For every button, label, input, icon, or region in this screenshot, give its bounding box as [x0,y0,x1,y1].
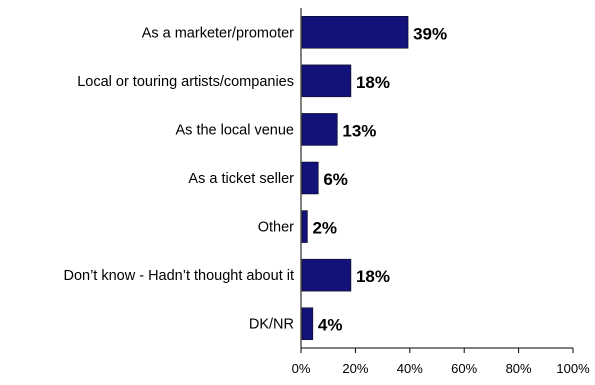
data-label: 2% [312,219,337,238]
x-tick-label: 40% [397,361,423,376]
x-tick-label: 60% [451,361,477,376]
x-tick-label: 20% [342,361,368,376]
bar [301,210,308,243]
bar [301,16,409,49]
data-label: 13% [342,121,376,140]
data-label: 6% [323,170,348,189]
x-tick-label: 100% [556,361,590,376]
data-label: 39% [413,24,447,43]
bar [301,64,352,98]
bar [301,113,338,146]
bar [301,258,352,292]
bar [301,307,314,340]
category-label: Other [258,220,294,236]
data-label: 4% [318,316,343,335]
category-label: As the local venue [176,122,295,138]
x-ticks-group: 0% 20% 40% 60% 80% 100% [292,348,590,376]
category-label: Don’t know - Hadn’t thought about it [63,268,294,284]
category-label: Local or touring artists/companies [77,74,294,90]
category-label: As a ticket seller [188,171,294,187]
bar [301,161,319,195]
data-labels-group: 39% 18% 13% 6% 2% 18% 4% [312,24,447,334]
data-label: 18% [356,73,390,92]
x-tick-label: 80% [506,361,532,376]
data-label: 18% [356,267,390,286]
category-label: DK/NR [249,317,294,333]
category-labels-group: As a marketer/promoter Local or touring a… [63,25,294,332]
category-label: As a marketer/promoter [142,25,294,41]
bars-group [301,16,409,340]
x-tick-label: 0% [292,361,311,376]
